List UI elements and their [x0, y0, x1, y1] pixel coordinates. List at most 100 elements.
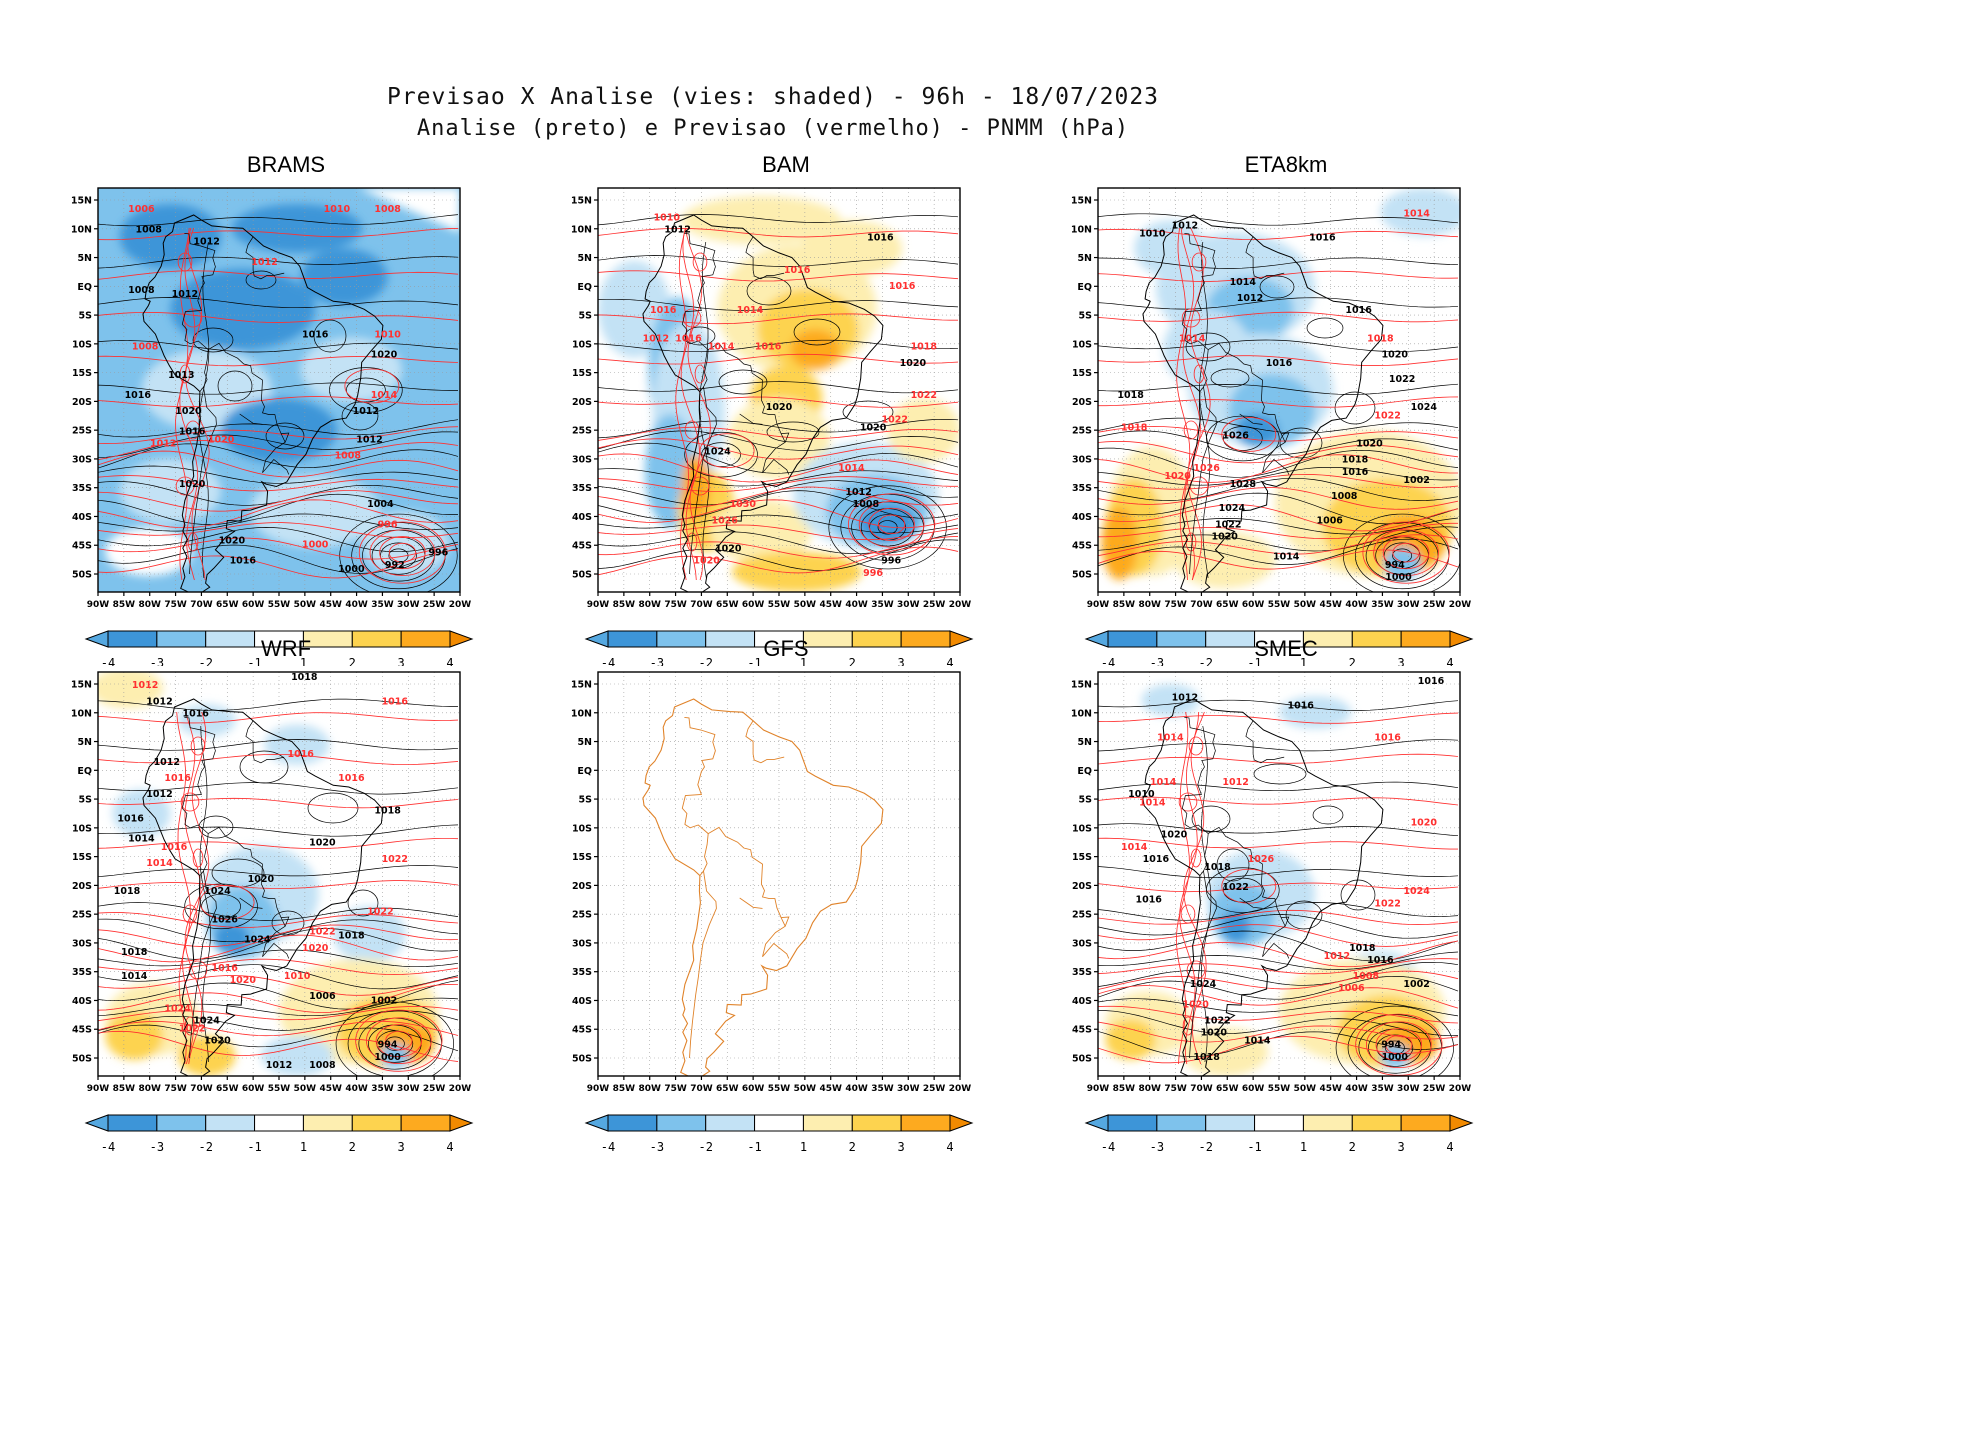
pressure-label: 1010 — [374, 330, 401, 341]
colorbar-tick-label: -2 — [698, 1140, 712, 1154]
pressure-label: 1010 — [324, 204, 351, 215]
colorbar-tick-label: 4 — [946, 1140, 953, 1154]
lon-tick-label: 70W — [1190, 1084, 1213, 1094]
coastline — [1142, 698, 1384, 1076]
pressure-label: 1012 — [1172, 692, 1198, 703]
country-border — [239, 413, 263, 425]
pressure-label: 1006 — [1338, 983, 1365, 994]
lat-tick-label: EQ — [577, 766, 592, 777]
colorbar-segment — [802, 1114, 853, 1132]
coastline — [142, 214, 384, 592]
lon-tick-label: 35W — [371, 600, 394, 610]
country-border — [1181, 717, 1216, 872]
lon-tick-label: 85W — [113, 1084, 136, 1094]
pressure-label: 1018 — [1204, 862, 1231, 873]
country-border — [1252, 741, 1285, 764]
country-border — [1262, 459, 1290, 475]
pressure-label: 1018 — [338, 931, 365, 942]
pressure-label: 1020 — [715, 544, 742, 555]
lon-tick-label: 75W — [1164, 1084, 1187, 1094]
colorbar-arrow-left — [1084, 1114, 1109, 1132]
lat-tick-label: 15S — [1072, 852, 1092, 863]
lat-tick-label: 10N — [1071, 224, 1092, 235]
pressure-label: 994 — [1385, 560, 1405, 571]
colorbar-smec: -4 -3 -2 -1 1 2 3 4 — [1084, 1114, 1474, 1154]
pressure-label: 1020 — [219, 536, 246, 547]
lat-tick-label: 30S — [72, 454, 92, 465]
pressure-label: 1016 — [1266, 358, 1293, 369]
lon-tick-label: 40W — [1345, 1084, 1368, 1094]
analysis-contours — [1098, 213, 1460, 592]
colorbar-segment — [1205, 1114, 1256, 1132]
pressure-label: 1016 — [230, 556, 257, 567]
country-border — [689, 386, 717, 575]
colorbar-arrow-right — [449, 630, 474, 648]
pressure-label: 1016 — [179, 426, 206, 437]
country-border — [681, 716, 716, 872]
pressure-label: 1010 — [284, 971, 311, 982]
pressure-label: 1012 — [845, 487, 871, 498]
pressure-label: 1022 — [1374, 410, 1400, 421]
lat-tick-label: 5S — [79, 795, 93, 806]
lon-tick-label: 25W — [1423, 600, 1446, 610]
country-border — [781, 916, 790, 927]
country-border — [262, 459, 290, 475]
pressure-label: 1014 — [1273, 552, 1300, 563]
lon-tick-label: 85W — [613, 600, 636, 610]
pressure-label: 1016 — [755, 342, 782, 353]
lat-tick-label: 30S — [72, 938, 92, 949]
lon-tick-label: 65W — [716, 600, 739, 610]
lon-tick-label: 55W — [1268, 600, 1291, 610]
lat-tick-label: 50S — [1072, 1054, 1092, 1065]
lat-tick-label: EQ — [1077, 282, 1092, 293]
lat-tick-label: 10N — [71, 224, 92, 235]
lon-tick-label: 60W — [242, 600, 265, 610]
colorbar-segment — [205, 1114, 256, 1132]
pressure-label: 1020 — [204, 1036, 231, 1047]
pressure-label: 1002 — [1403, 475, 1429, 486]
country-border — [1181, 233, 1216, 388]
lat-tick-label: 10N — [1071, 708, 1092, 719]
lat-tick-label: 15N — [71, 196, 92, 207]
pressure-label: 1022 — [179, 1024, 205, 1035]
pressure-label: 1012 — [146, 789, 172, 800]
pressure-label: 1016 — [1135, 894, 1162, 905]
pressure-label: 1016 — [382, 696, 409, 707]
lon-tick-label: 55W — [268, 1084, 291, 1094]
pressure-label: 1016 — [164, 773, 191, 784]
lat-tick-label: 45S — [1072, 541, 1092, 552]
lon-tick-label: 85W — [1113, 600, 1136, 610]
lat-tick-label: 45S — [572, 541, 592, 552]
colorbar-tick-label: -4 — [101, 1140, 115, 1154]
lon-tick-label: 90W — [87, 1084, 110, 1094]
panel-title-brams: BRAMS — [246, 152, 326, 177]
lon-tick-label: 90W — [587, 600, 610, 610]
lon-tick-label: 25W — [923, 600, 946, 610]
lat-tick-label: 10S — [572, 823, 592, 834]
lat-tick-label: 45S — [72, 1025, 92, 1036]
lat-tick-label: 15S — [72, 368, 92, 379]
lon-tick-label: 70W — [190, 1084, 213, 1094]
colorbar-segment — [1107, 1114, 1158, 1132]
lat-tick-label: 35S — [1072, 967, 1092, 978]
lon-tick-label: 50W — [294, 600, 317, 610]
pressure-label: 1022 — [1389, 374, 1415, 385]
lat-tick-label: 15S — [572, 368, 592, 379]
pressure-label: 1012 — [1324, 951, 1350, 962]
colorbar-tick-label: 4 — [446, 656, 453, 670]
coastline — [142, 698, 384, 1076]
colorbar-tick-label: 3 — [1398, 656, 1405, 670]
lon-tick-label: 30W — [897, 600, 920, 610]
pressure-label: 1016 — [1367, 955, 1394, 966]
pressure-label: 1024 — [193, 1016, 220, 1027]
pressure-label: 1014 — [146, 858, 173, 869]
pressure-label: 1016 — [889, 281, 916, 292]
lat-tick-label: 25S — [572, 426, 592, 437]
lon-tick-label: 20W — [1449, 1084, 1472, 1094]
colorbar-tick-label: 2 — [1349, 656, 1356, 670]
pressure-label: 1026 — [211, 915, 238, 926]
country-border — [752, 741, 785, 764]
pressure-label: 1008 — [853, 499, 880, 510]
lat-tick-label: 20S — [572, 881, 592, 892]
lat-tick-label: 35S — [1072, 483, 1092, 494]
